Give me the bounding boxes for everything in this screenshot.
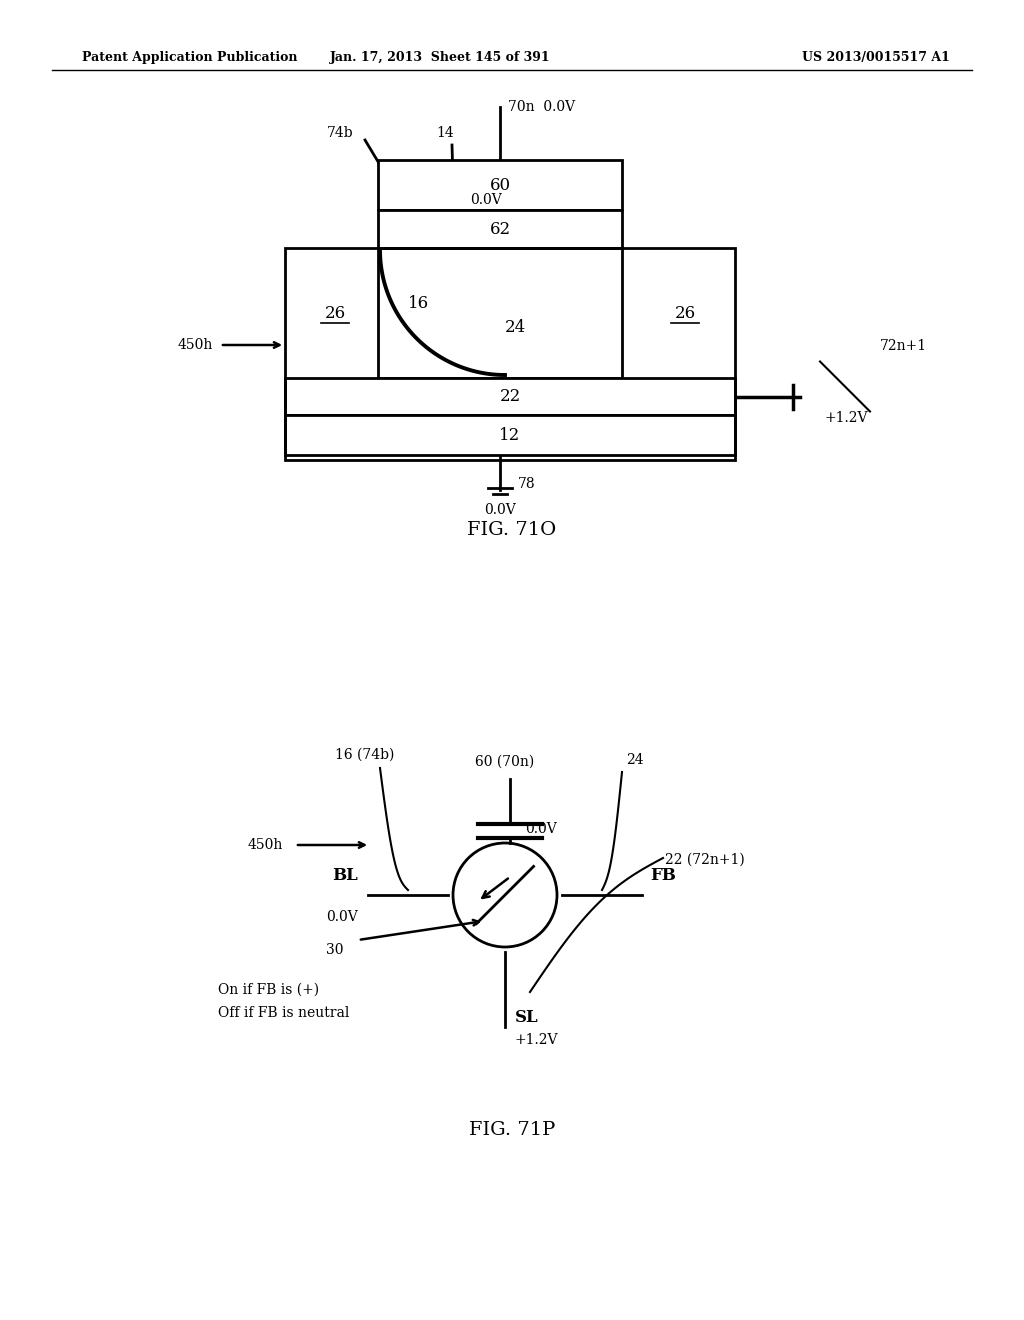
- Text: FIG. 71P: FIG. 71P: [469, 1121, 555, 1139]
- Bar: [378, 210, 622, 248]
- Bar: [285, 414, 735, 455]
- Bar: [378, 248, 622, 378]
- Bar: [285, 378, 735, 414]
- Text: 22 (72n+1): 22 (72n+1): [665, 853, 744, 867]
- Text: FIG. 71O: FIG. 71O: [467, 521, 557, 539]
- Text: 30: 30: [327, 942, 344, 957]
- Text: 78: 78: [518, 477, 536, 491]
- Text: 74b: 74b: [327, 125, 353, 140]
- Text: 450h: 450h: [177, 338, 213, 352]
- Bar: [378, 160, 622, 210]
- Text: SL: SL: [515, 1008, 539, 1026]
- Text: 14: 14: [436, 125, 454, 140]
- Text: +1.2V: +1.2V: [825, 412, 868, 425]
- Text: 12: 12: [500, 426, 520, 444]
- Text: 450h: 450h: [248, 838, 283, 851]
- Text: 24: 24: [505, 319, 525, 337]
- Text: 70n  0.0V: 70n 0.0V: [508, 100, 575, 114]
- Bar: [285, 248, 735, 459]
- Text: 24: 24: [627, 752, 644, 767]
- Text: BL: BL: [332, 866, 358, 883]
- Text: 0.0V: 0.0V: [327, 909, 358, 924]
- Text: 0.0V: 0.0V: [470, 193, 502, 207]
- Text: US 2013/0015517 A1: US 2013/0015517 A1: [802, 51, 950, 65]
- Text: 26: 26: [675, 305, 695, 322]
- Text: 62: 62: [489, 220, 511, 238]
- Text: Jan. 17, 2013  Sheet 145 of 391: Jan. 17, 2013 Sheet 145 of 391: [330, 51, 550, 65]
- Text: 16 (74b): 16 (74b): [335, 748, 394, 762]
- Text: 60: 60: [489, 177, 511, 194]
- Text: 16: 16: [408, 294, 429, 312]
- Text: 26: 26: [325, 305, 345, 322]
- Text: +1.2V: +1.2V: [515, 1034, 558, 1047]
- Text: Patent Application Publication: Patent Application Publication: [82, 51, 298, 65]
- Text: 60 (70n): 60 (70n): [475, 755, 535, 770]
- Text: 72n+1: 72n+1: [880, 339, 927, 354]
- Text: Off if FB is neutral: Off if FB is neutral: [218, 1006, 349, 1020]
- Text: FB: FB: [650, 866, 676, 883]
- Text: On if FB is (+): On if FB is (+): [218, 983, 319, 997]
- Text: 22: 22: [500, 388, 520, 405]
- Text: 0.0V: 0.0V: [525, 822, 557, 836]
- Text: 0.0V: 0.0V: [484, 503, 516, 517]
